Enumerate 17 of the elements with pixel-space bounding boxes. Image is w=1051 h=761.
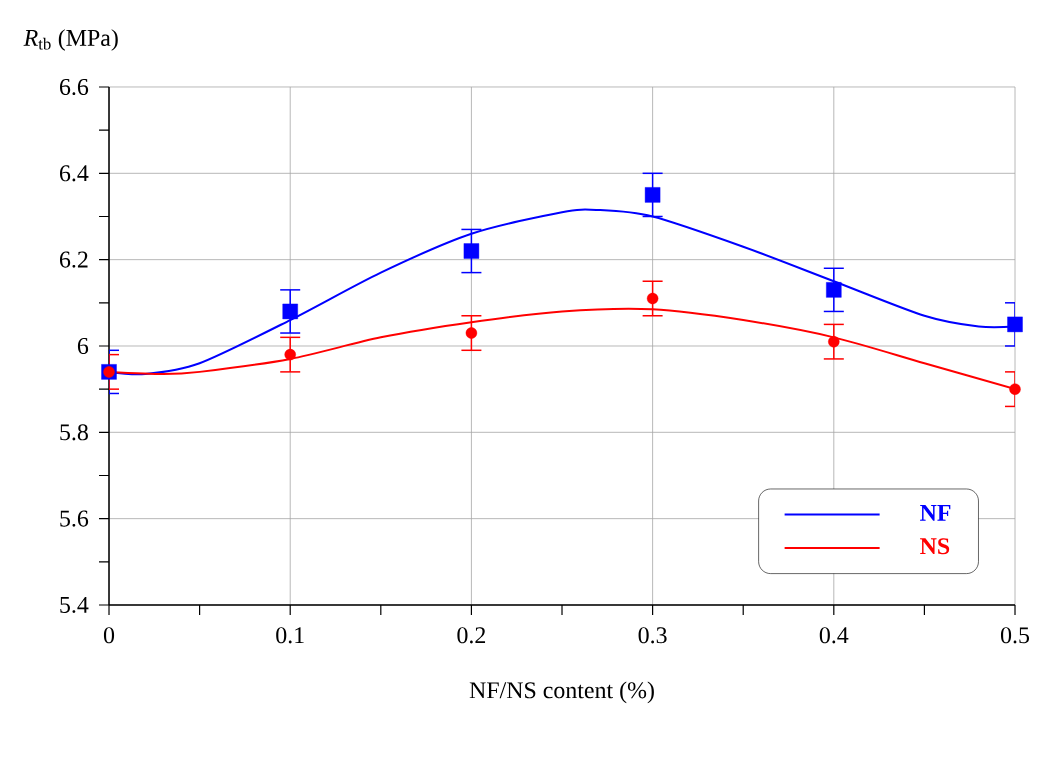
y-tick-label: 5.8 bbox=[60, 424, 88, 441]
y-tick-label: 6.2 bbox=[59, 251, 88, 268]
x-tick-label: 0.2 bbox=[457, 627, 486, 644]
y-tick-label: 6.4 bbox=[59, 165, 89, 182]
y-tick-label: 6.6 bbox=[59, 78, 89, 96]
y-axis-title: R$_{tb}$ (MPa) bbox=[23, 29, 118, 51]
legend-label: NF bbox=[920, 504, 951, 521]
y-tick-label: 6 bbox=[77, 337, 89, 355]
legend-label: NS bbox=[920, 538, 950, 555]
x-tick-label: 0 bbox=[103, 627, 115, 644]
x-tick-label: 0.5 bbox=[1000, 627, 1030, 644]
y-tick-label: 5.4 bbox=[60, 596, 89, 614]
x-tick-label: 0.4 bbox=[819, 627, 849, 644]
y-tick-label: 5.6 bbox=[60, 510, 89, 527]
x-axis-title: NF/NS content (%) bbox=[469, 681, 654, 704]
x-tick-label: 0.1 bbox=[276, 627, 304, 644]
x-tick-label: 0.3 bbox=[638, 627, 667, 644]
